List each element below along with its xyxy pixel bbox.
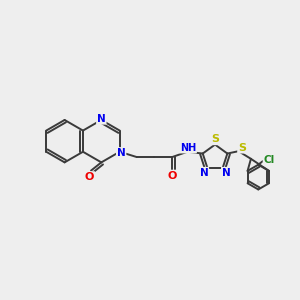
Text: O: O <box>85 172 94 182</box>
Text: S: S <box>211 134 219 144</box>
Text: N: N <box>117 148 125 158</box>
Text: S: S <box>238 142 246 153</box>
Text: Cl: Cl <box>264 155 275 165</box>
Text: O: O <box>167 171 177 181</box>
Text: N: N <box>200 168 208 178</box>
Text: NH: NH <box>180 142 196 153</box>
Text: N: N <box>97 114 106 124</box>
Text: N: N <box>222 168 231 178</box>
